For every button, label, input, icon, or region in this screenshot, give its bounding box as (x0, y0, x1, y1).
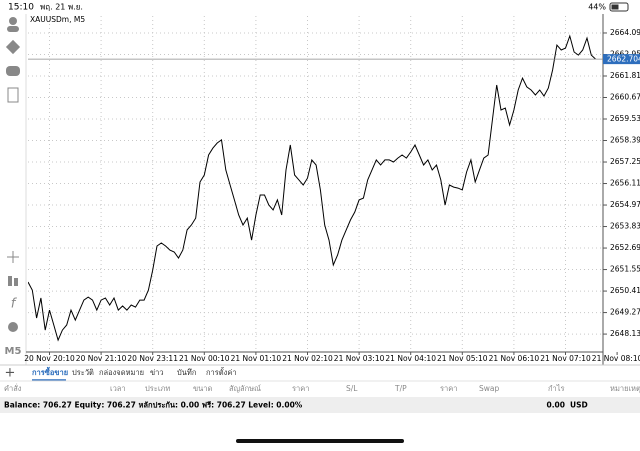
summary-row (0, 397, 640, 413)
x-tick-label: 21 Nov 07:10 (540, 354, 591, 363)
x-tick-label: 21 Nov 05:10 (437, 354, 488, 363)
x-tick-label: 20 Nov 20:10 (24, 354, 75, 363)
column-header: คำสั่ง (4, 383, 22, 393)
column-header: T/P (394, 384, 407, 393)
battery-level (611, 4, 619, 10)
y-tick-label: 2652.690 (610, 243, 640, 252)
x-tick-label: 21 Nov 00:10 (179, 354, 230, 363)
y-tick-label: 2664.090 (610, 28, 640, 37)
x-tick-label: 21 Nov 04:10 (385, 354, 436, 363)
tab[interactable]: กล่องจดหมาย (99, 368, 144, 377)
column-header: ขนาด (193, 384, 212, 393)
bid-label: 2662.704 (607, 55, 640, 64)
price-line (28, 34, 596, 342)
tab[interactable]: ประวัติ (72, 368, 94, 377)
y-tick-label: 2649.270 (610, 308, 640, 317)
x-tick-label: 21 Nov 08:10 (592, 354, 640, 363)
trade-icon[interactable] (5, 39, 21, 55)
x-tick-label: 20 Nov 21:10 (76, 354, 127, 363)
summary-text: Balance: 706.27 Equity: 706.27 หลักประกั… (4, 401, 303, 410)
status-time: 15:10 (8, 3, 34, 13)
column-header: ราคา (440, 384, 457, 393)
battery-icon (609, 2, 629, 12)
x-tick-label: 20 Nov 23:11 (127, 354, 178, 363)
grid (28, 16, 603, 352)
chart-type-icon[interactable] (8, 276, 12, 286)
y-tick-label: 2650.410 (610, 286, 640, 295)
x-tick-label: 21 Nov 06:10 (489, 354, 540, 363)
y-tick-label: 2657.250 (610, 157, 640, 166)
y-tick-label: 2656.110 (610, 179, 640, 188)
chat-icon[interactable] (6, 66, 20, 76)
column-header: กำไร (548, 384, 565, 393)
y-tick-label: 2660.670 (610, 93, 640, 102)
x-tick-label: 21 Nov 01:10 (231, 354, 282, 363)
tab-bar: การซื้อขาย ประวัติ กล่องจดหมาย ข่าว บันทึก กา… (32, 366, 237, 381)
y-tick-label: 2648.130 (610, 329, 640, 338)
column-header: Swap (479, 384, 499, 393)
y-tick-label: 2654.970 (610, 200, 640, 209)
y-tick-label: 2662.950 (610, 49, 640, 58)
y-tick-label: 2659.530 (610, 114, 640, 123)
indicator-icon[interactable]: f (11, 297, 18, 312)
y-tick-label: 2658.390 (610, 136, 640, 145)
y-tick-label: 2653.830 (610, 222, 640, 231)
timeframe-button[interactable]: M5 (5, 346, 22, 357)
home-indicator (236, 439, 404, 443)
summary-currency: USD (570, 401, 588, 410)
chart-type-icon-b (14, 278, 18, 286)
y-tick-label: 2661.810 (610, 71, 640, 80)
x-tick-label: 21 Nov 02:10 (282, 354, 333, 363)
column-header: ประเภท (145, 384, 170, 393)
tab[interactable]: การซื้อขาย (32, 366, 68, 377)
new-order-icon[interactable] (7, 87, 19, 103)
table-header: คำสั่ง เวลา ประเภท ขนาด สัญลักษณ์ ราคา S/L T/P ร… (4, 383, 640, 393)
account-icon-body (7, 26, 19, 32)
status-date: พฤ. 21 พ.ย. (40, 3, 83, 12)
tab[interactable]: บันทึก (177, 368, 196, 377)
objects-icon[interactable] (8, 322, 18, 332)
bid-label-bg (603, 54, 640, 65)
y-tick-label: 2651.550 (610, 265, 640, 274)
column-header: ราคา (292, 384, 309, 393)
chart-title: XAUUSDm, M5 (30, 15, 85, 24)
column-header: สัญลักษณ์ (229, 384, 261, 393)
account-icon[interactable] (9, 17, 17, 25)
add-button[interactable]: + (5, 366, 16, 381)
status-battery: 44% (588, 3, 606, 12)
tab[interactable]: การตั้งค่า (206, 367, 237, 377)
summary-profit: 0.00 (546, 401, 565, 410)
toolbar: f (5, 17, 21, 332)
column-header: เวลา (110, 384, 126, 393)
tab[interactable]: ข่าว (150, 368, 164, 377)
column-header: หมายเหตุ (610, 384, 640, 393)
x-tick-label: 21 Nov 03:10 (334, 354, 385, 363)
column-header: S/L (346, 384, 358, 393)
